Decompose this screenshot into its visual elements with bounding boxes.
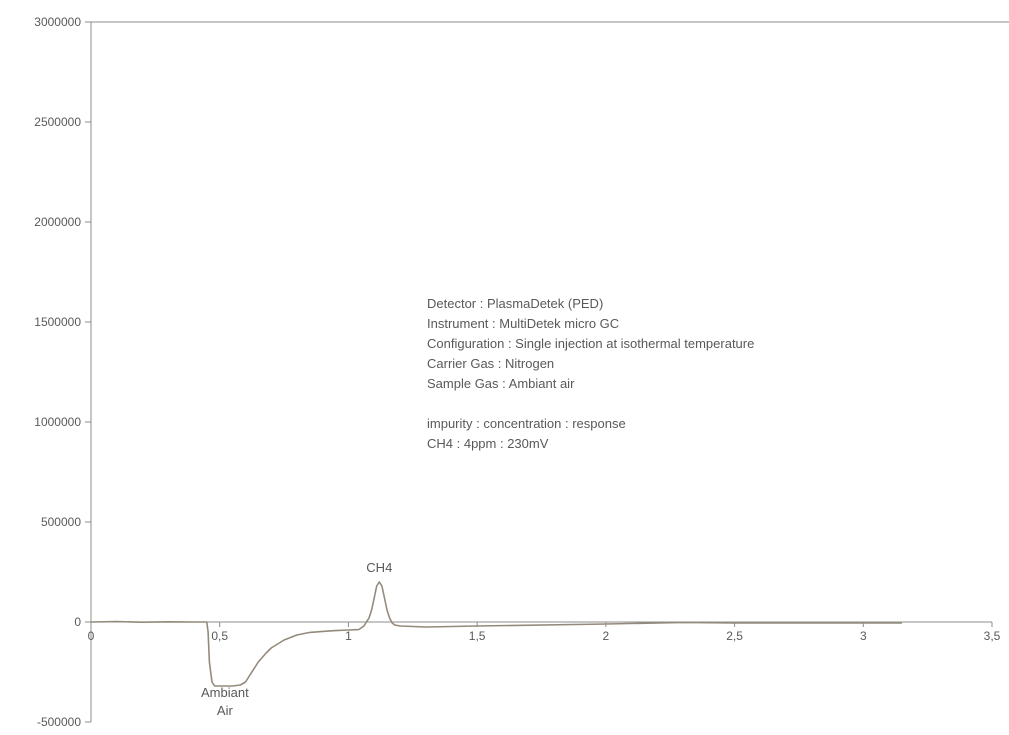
x-tick-label: 1,5: [469, 629, 486, 643]
info-text-line: Configuration : Single injection at isot…: [427, 336, 754, 351]
peak-label: Air: [217, 703, 234, 718]
x-tick-label: 3,5: [984, 629, 1001, 643]
peak-label: CH4: [366, 560, 392, 575]
y-tick-label: 500000: [41, 515, 81, 529]
info-text-line: Detector : PlasmaDetek (PED): [427, 296, 603, 311]
x-tick-label: 3: [860, 629, 867, 643]
y-tick-label: 1500000: [34, 315, 81, 329]
y-tick-label: 2000000: [34, 215, 81, 229]
x-tick-label: 2: [603, 629, 610, 643]
info-text-line: impurity : concentration : response: [427, 416, 626, 431]
y-tick-label: -500000: [37, 715, 81, 729]
info-text-line: Carrier Gas : Nitrogen: [427, 356, 554, 371]
info-text-line: CH4 : 4ppm : 230mV: [427, 436, 549, 451]
x-tick-label: 0: [88, 629, 95, 643]
series: [90, 581, 902, 687]
info-text-block: Detector : PlasmaDetek (PED) Instrument :…: [427, 296, 754, 451]
peak-label: Ambiant: [201, 685, 249, 700]
axes: -500000 0 500000 1000000 1500000 2000000 25000…: [34, 15, 1009, 729]
info-text-line: Sample Gas : Ambiant air: [427, 376, 575, 391]
y-tick-label: 3000000: [34, 15, 81, 29]
x-tick-label: 0,5: [211, 629, 228, 643]
x-tick-label: 2,5: [726, 629, 743, 643]
chromatogram-series-line: [90, 581, 902, 687]
x-tick-label: 1: [345, 629, 352, 643]
y-tick-label: 1000000: [34, 415, 81, 429]
info-text-line: Instrument : MultiDetek micro GC: [427, 316, 619, 331]
y-tick-label: 2500000: [34, 115, 81, 129]
y-axis-ticks: -500000 0 500000 1000000 1500000 2000000 25000…: [34, 15, 91, 729]
x-axis-ticks: 0 0,5 1 1,5 2 2,5 3 3,5: [88, 622, 1001, 643]
y-tick-label: 0: [74, 615, 81, 629]
peak-annotations: CH4 Ambiant Air: [201, 560, 392, 718]
